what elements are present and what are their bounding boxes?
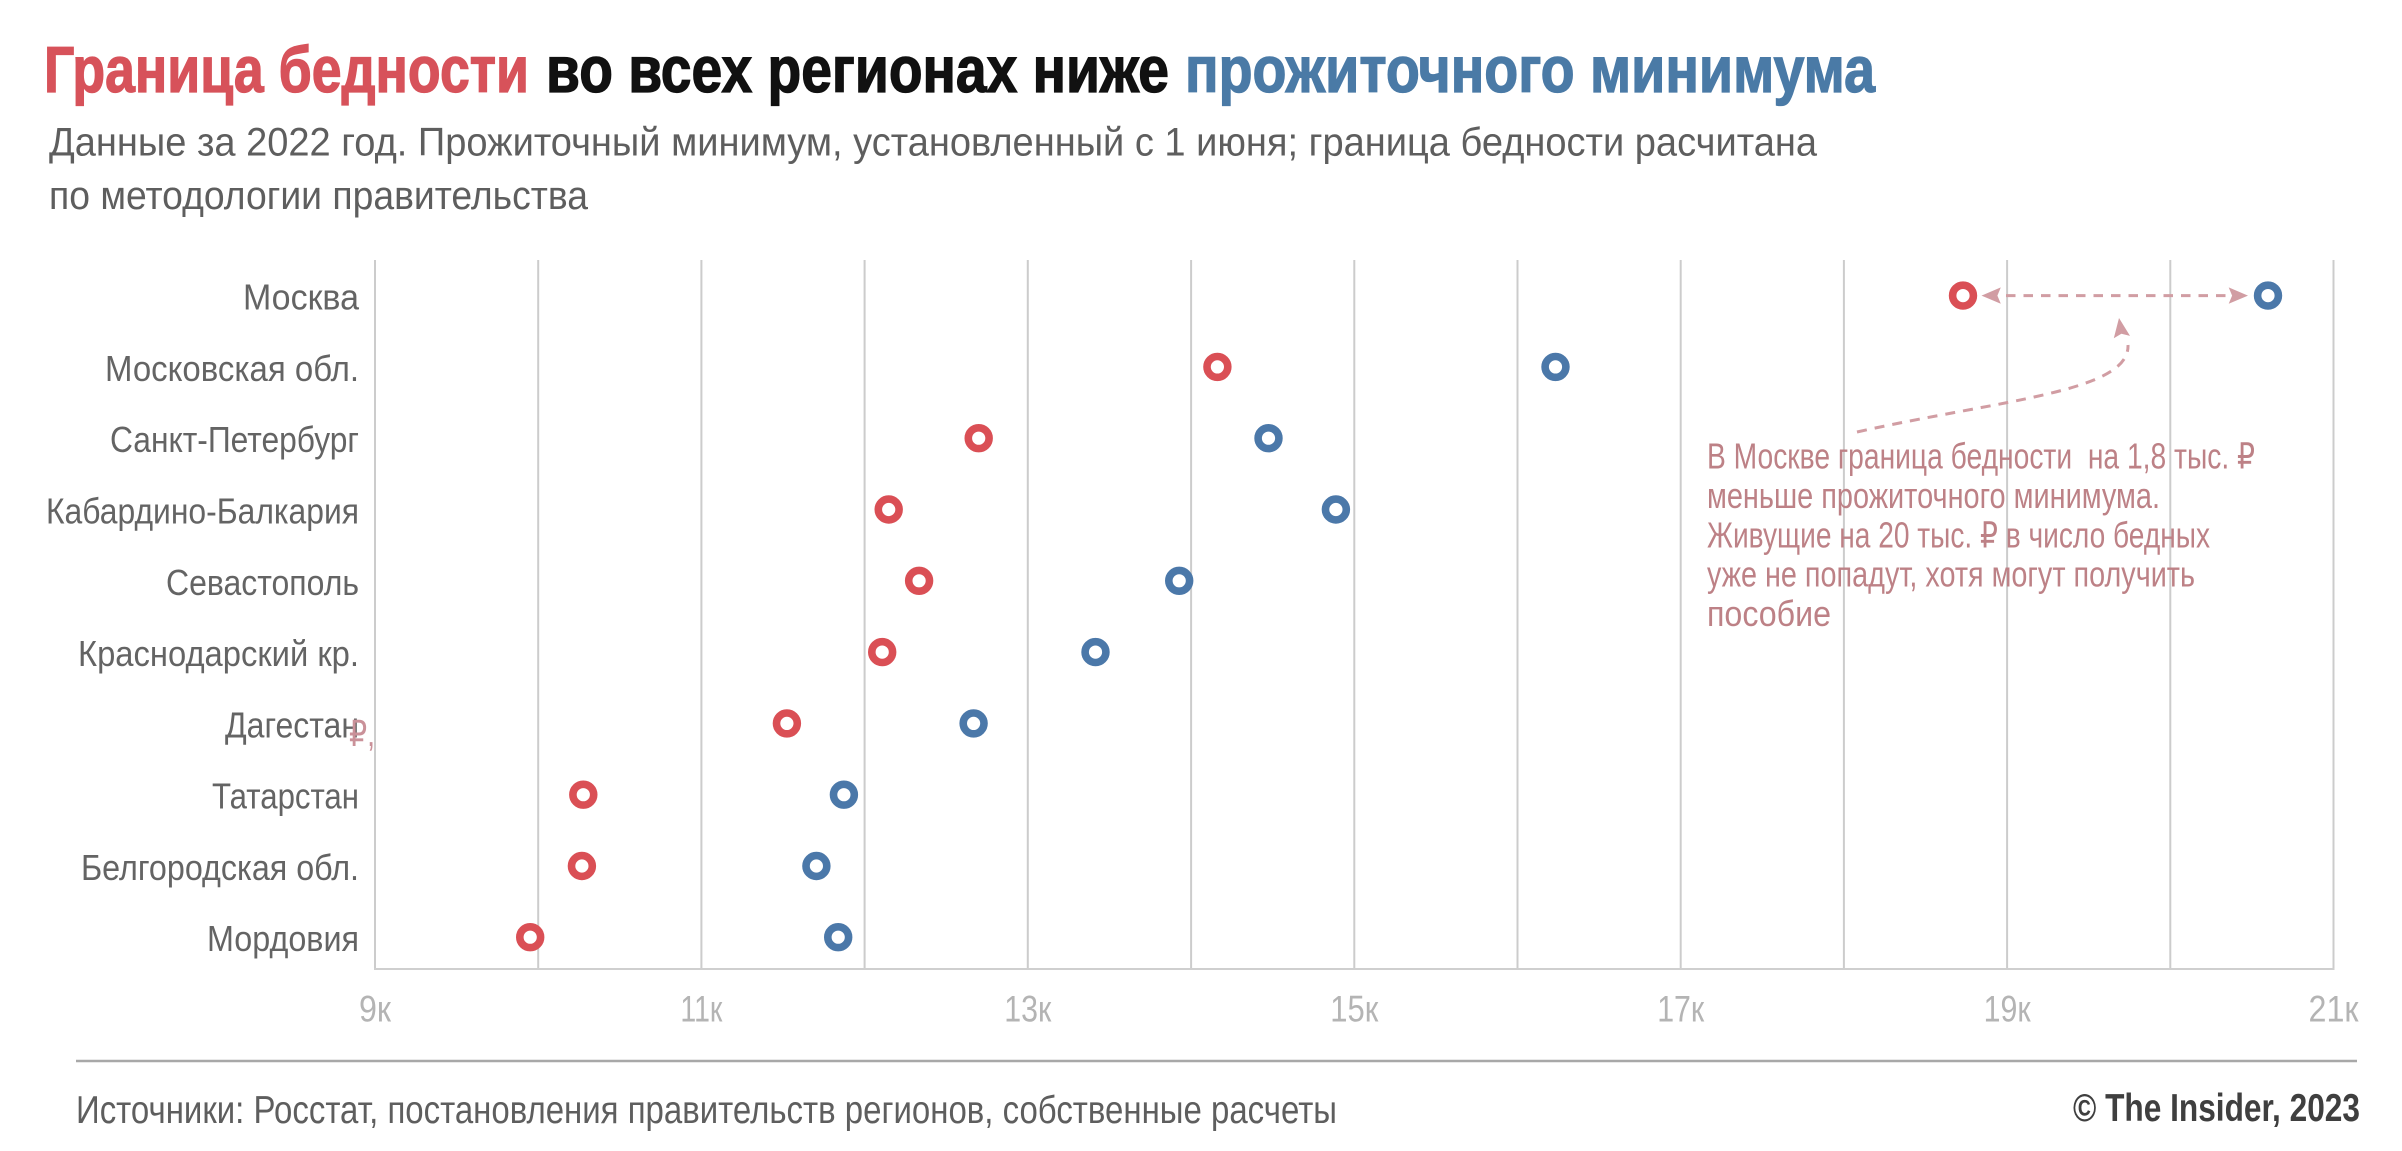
- svg-text:13к: 13к: [1004, 989, 1052, 1030]
- svg-text:Живущие на 20 тыс. ₽ в число б: Живущие на 20 тыс. ₽ в число бедных: [1707, 514, 2210, 555]
- svg-text:Граница бедности: Граница бедности: [44, 33, 529, 106]
- svg-text:Дагестан: Дагестан: [225, 704, 359, 745]
- svg-text:9к: 9к: [359, 989, 392, 1030]
- svg-text:₽,: ₽,: [349, 713, 375, 754]
- svg-text:Краснодарский кр.: Краснодарский кр.: [78, 633, 359, 674]
- svg-text:17к: 17к: [1657, 989, 1705, 1030]
- svg-text:Источники: Росстат, постановле: Источники: Росстат, постановления правит…: [76, 1089, 1337, 1132]
- svg-text:уже не попадут, хотя могут пол: уже не попадут, хотя могут получить: [1707, 554, 2195, 595]
- svg-text:меньше прожиточного минимума.: меньше прожиточного минимума.: [1707, 475, 2160, 516]
- svg-text:пособие: пособие: [1707, 593, 1831, 634]
- svg-text:11к: 11к: [680, 989, 723, 1030]
- svg-text:© The Insider, 2023: © The Insider, 2023: [2073, 1087, 2360, 1130]
- svg-text:Севастополь: Севастополь: [166, 562, 359, 603]
- svg-text:Санкт-Петербург: Санкт-Петербург: [110, 419, 359, 460]
- svg-text:Кабардино-Балкария: Кабардино-Балкария: [46, 491, 359, 532]
- svg-text:Данные за 2022 год. Прожиточны: Данные за 2022 год. Прожиточный минимум,…: [49, 121, 1818, 165]
- svg-text:Московская обл.: Московская обл.: [105, 348, 359, 389]
- svg-text:Мордовия: Мордовия: [207, 918, 359, 959]
- svg-text:Белгородская обл.: Белгородская обл.: [81, 847, 359, 888]
- svg-text:Москва: Москва: [243, 277, 360, 318]
- svg-text:В Москве граница бедности на: В Москве граница бедности на 1,8 тыс. ₽: [1707, 436, 2255, 477]
- svg-text:15к: 15к: [1330, 989, 1379, 1030]
- svg-text:во всех регионах ниже: во всех регионах ниже: [546, 33, 1169, 106]
- svg-text:прожиточного минимума: прожиточного минимума: [1185, 33, 1876, 106]
- svg-text:19к: 19к: [1984, 989, 2032, 1030]
- svg-text:по методологии правительства: по методологии правительства: [49, 174, 589, 218]
- svg-text:21к: 21к: [2309, 989, 2360, 1030]
- svg-text:Татарстан: Татарстан: [212, 776, 359, 817]
